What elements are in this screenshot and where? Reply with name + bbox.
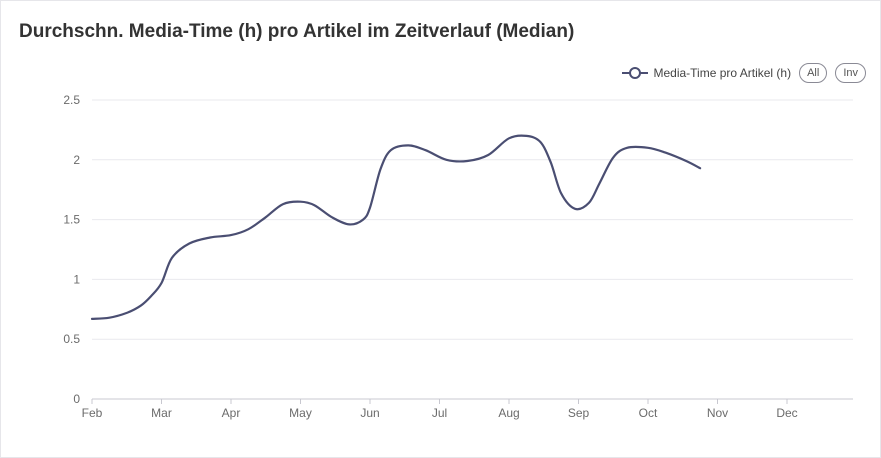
y-axis: 0 0.5 1 1.5 2 2.5 [63, 93, 80, 406]
series-line-media-time[interactable] [90, 134, 702, 320]
y-tick-label: 0 [73, 392, 80, 406]
y-tick-label: 0.5 [63, 332, 80, 346]
y-tick-label: 2 [73, 153, 80, 167]
x-tick-label: Jun [360, 406, 379, 420]
select-all-button[interactable]: All [799, 63, 828, 83]
y-tick-label: 2.5 [63, 93, 80, 107]
x-axis: Feb Mar Apr May Jun Jul Aug Sep Oct Nov Dec [82, 398, 853, 420]
legend-item-media-time[interactable]: Media-Time pro Artikel (h) [622, 66, 791, 80]
y-tick-label: 1.5 [63, 213, 80, 227]
x-tick-label: Aug [498, 406, 519, 420]
legend-series-label: Media-Time pro Artikel (h) [653, 66, 792, 80]
x-tick-label: Sep [568, 406, 590, 420]
legend: Media-Time pro Artikel (h) All Inv [622, 63, 866, 83]
x-tick-label: May [289, 406, 312, 420]
invert-selection-button[interactable]: Inv [835, 63, 866, 83]
x-tick-label: Dec [776, 406, 797, 420]
x-tick-label: Feb [82, 406, 103, 420]
x-tick-label: Nov [707, 406, 728, 420]
series-layer [90, 134, 702, 320]
grid-lines [92, 99, 853, 340]
x-tick-label: Mar [151, 406, 172, 420]
legend-line-marker-icon [622, 67, 649, 79]
y-tick-label: 1 [73, 272, 80, 286]
x-tick-label: Jul [432, 406, 447, 420]
chart-title: Durchschn. Media-Time (h) pro Artikel im… [19, 21, 575, 42]
x-tick-label: Oct [639, 406, 658, 420]
x-tick-label: Apr [222, 406, 241, 420]
